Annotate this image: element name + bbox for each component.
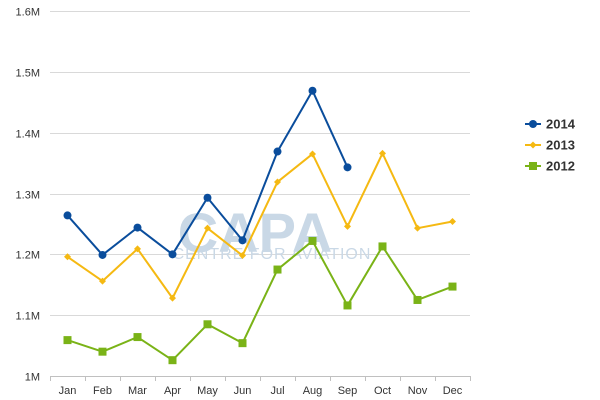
data-point (98, 347, 107, 356)
axes: 1M 1.1M 1.2M 1.3M 1.4M 1.5M 1.6M Jan Feb Mar Apr Ma… (16, 7, 471, 397)
x-tick-label: May (197, 385, 218, 397)
data-point (343, 163, 352, 172)
watermark-subtext: CENTRE FOR AVIATION (173, 246, 372, 263)
data-point (203, 320, 212, 329)
watermark-logo: CAPA (178, 201, 333, 264)
data-point (274, 178, 281, 186)
data-point (64, 253, 71, 261)
data-point (99, 277, 106, 285)
data-point (308, 86, 317, 95)
y-tick-label: 1.4M (16, 129, 40, 141)
data-point (169, 294, 176, 302)
data-point (344, 222, 351, 230)
x-tick-label: Oct (374, 385, 391, 397)
legend-marker (529, 162, 537, 170)
data-point (203, 193, 212, 202)
grid (50, 11, 470, 316)
series-2012 (63, 236, 457, 365)
y-tick-label: 1.1M (16, 311, 40, 323)
data-point (238, 236, 247, 245)
legend-item-2013[interactable]: 2013 (525, 138, 575, 153)
data-point (378, 242, 387, 251)
series-2014 (63, 86, 352, 259)
series (63, 86, 457, 365)
x-tick-label: Jul (270, 385, 284, 397)
data-point (448, 282, 457, 291)
data-point (309, 150, 316, 158)
data-point (98, 250, 107, 259)
x-tick-label: Sep (338, 385, 358, 397)
x-tick-label: Apr (164, 385, 181, 397)
x-tick-label: Mar (128, 385, 147, 397)
data-point (204, 224, 211, 232)
series-2013 (64, 149, 456, 302)
x-tick-label: Nov (408, 385, 428, 397)
data-point (343, 301, 352, 310)
data-point (449, 217, 456, 225)
data-point (239, 252, 246, 260)
legend[interactable]: 2014 2013 2012 (525, 117, 576, 174)
data-point (238, 339, 247, 348)
x-tick-label: Jun (234, 385, 252, 397)
data-point (134, 245, 141, 253)
x-tick-label: Aug (303, 385, 323, 397)
data-point (273, 265, 282, 274)
data-point (413, 295, 422, 304)
data-point (273, 147, 282, 156)
series-line (67, 239, 453, 362)
x-tick-label: Dec (443, 385, 463, 397)
legend-item-2012[interactable]: 2012 (525, 159, 575, 174)
data-point (379, 149, 386, 157)
data-point (63, 211, 72, 220)
data-point (308, 236, 317, 245)
y-tick-label: 1.2M (16, 250, 40, 262)
series-line (66, 152, 453, 300)
data-point (414, 224, 421, 232)
watermark: CAPA CENTRE FOR AVIATION (173, 201, 372, 264)
x-tick-label: Jan (59, 385, 77, 397)
x-tick-label: Feb (93, 385, 112, 397)
data-point (133, 223, 142, 232)
y-tick-label: 1M (25, 372, 40, 384)
data-point (168, 356, 177, 365)
legend-marker (529, 141, 537, 149)
y-tick-label: 1.6M (16, 7, 40, 19)
legend-item-2014[interactable]: 2014 (525, 117, 576, 132)
legend-marker (529, 120, 537, 128)
legend-label: 2014 (546, 117, 576, 132)
legend-label: 2013 (546, 138, 575, 153)
data-point (168, 250, 177, 259)
legend-label: 2012 (546, 159, 575, 174)
data-point (63, 336, 72, 345)
y-tick-label: 1.5M (16, 68, 40, 80)
y-tick-label: 1.3M (16, 190, 40, 202)
data-point (133, 333, 142, 342)
